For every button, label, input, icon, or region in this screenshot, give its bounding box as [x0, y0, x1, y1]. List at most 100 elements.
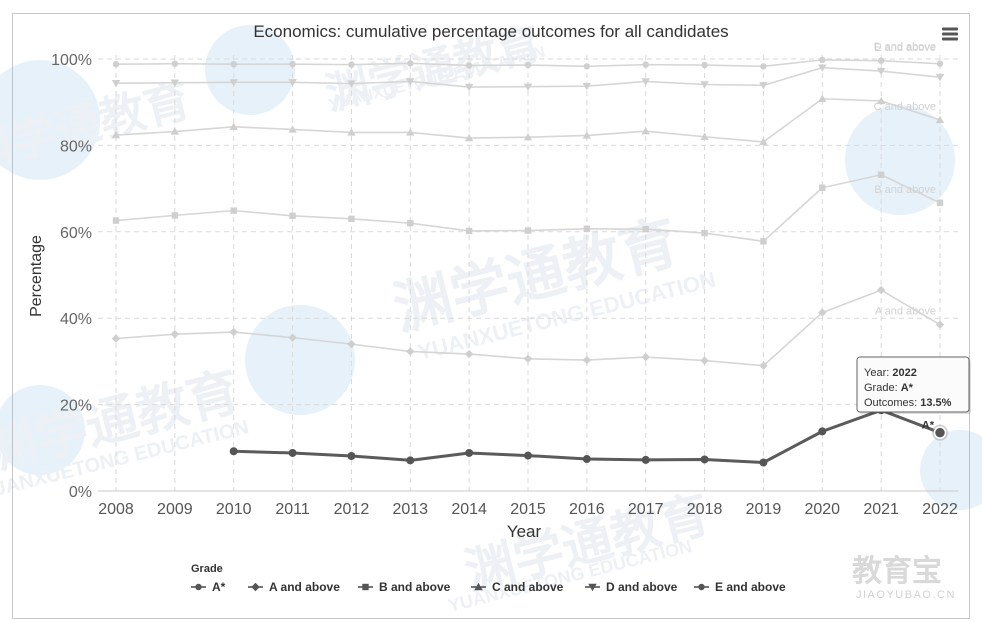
data-point [641, 455, 650, 464]
watermark-logo-blob [205, 25, 295, 115]
legend-label: D and above [606, 580, 678, 594]
data-point [935, 320, 945, 329]
data-point [523, 83, 533, 91]
x-axis-title: Year [507, 522, 542, 541]
x-tick-label: 2011 [275, 501, 310, 518]
hamburger-menu-icon[interactable] [942, 27, 958, 41]
data-point [641, 126, 650, 135]
data-point [229, 122, 238, 131]
data-point [582, 455, 591, 464]
data-point [464, 83, 474, 92]
x-tick-label: 2015 [510, 501, 546, 518]
data-point [759, 137, 768, 146]
x-tick-label: 2014 [451, 501, 487, 518]
data-point [289, 212, 296, 220]
data-point [407, 60, 414, 67]
data-point [876, 67, 886, 76]
data-point [759, 82, 768, 90]
series-a-and-above[interactable] [111, 285, 945, 370]
data-point [582, 131, 592, 139]
menu-bar [942, 27, 958, 31]
tooltip-line: Outcomes: 13.5% [864, 397, 952, 409]
data-point [230, 60, 237, 68]
data-point[interactable] [933, 426, 947, 439]
tooltip-box [856, 356, 970, 413]
tooltip: Year: 2022 Grade: A* Outcomes: 13.5% [856, 356, 971, 414]
data-point [818, 64, 827, 72]
legend-item[interactable]: A and above [248, 580, 340, 594]
series-c-and-above[interactable] [111, 94, 945, 146]
data-point [524, 451, 532, 460]
data-point [464, 349, 474, 359]
tooltip-outcome-label: Outcomes: [864, 397, 920, 409]
x-tick-label: 2008 [98, 501, 134, 518]
data-point [818, 427, 827, 436]
data-point [582, 83, 592, 91]
data-point [523, 354, 533, 364]
series-end-label: B and above [874, 184, 936, 196]
data-point [111, 79, 121, 88]
data-point [700, 455, 709, 464]
x-tick-label: 2022 [922, 501, 958, 518]
series-b-and-above[interactable] [112, 171, 944, 245]
chart-frame [12, 13, 970, 619]
y-tick-label: 100% [51, 52, 92, 69]
tooltip-year-value: 2022 [892, 367, 916, 379]
series-end-label: A* [922, 420, 935, 432]
data-point [524, 227, 532, 234]
data-point [877, 57, 885, 64]
y-tick-label: 40% [60, 311, 92, 328]
legend-item[interactable]: B and above [358, 580, 451, 594]
watermark-logo-blob [0, 385, 85, 475]
legend-swatch-marker [698, 583, 705, 591]
data-point [347, 339, 356, 349]
legend-item[interactable]: D and above [585, 580, 678, 594]
data-point [170, 329, 180, 339]
data-point [582, 355, 592, 365]
data-point [288, 79, 297, 87]
data-point [760, 63, 767, 70]
legend-label: C and above [492, 580, 564, 594]
corner-logo-cn: 教育宝 [852, 554, 942, 588]
tooltip-outcome-value: 13.5% [920, 397, 951, 409]
legend-item[interactable]: E and above [694, 580, 786, 594]
data-point [936, 60, 944, 67]
data-point [406, 78, 415, 86]
series-end-label: C and above [874, 101, 936, 113]
data-point [407, 219, 414, 227]
legend-swatch-marker [195, 583, 202, 591]
data-point [347, 128, 356, 136]
legend-item[interactable]: C and above [471, 580, 564, 594]
y-tick-label: 0% [69, 484, 92, 501]
data-point [641, 352, 650, 362]
data-point [641, 78, 650, 86]
data-point [700, 356, 709, 365]
legend-item[interactable]: A* [191, 580, 226, 594]
data-point [877, 171, 885, 178]
watermark-logo-blob [920, 430, 982, 510]
series-e-and-above[interactable] [112, 56, 944, 70]
data-point [465, 227, 473, 235]
data-point [348, 61, 355, 68]
data-point [171, 60, 179, 67]
series-d-and-above[interactable] [111, 64, 945, 92]
data-point [347, 80, 356, 88]
data-point [112, 60, 120, 68]
data-point [229, 79, 238, 87]
data-point [760, 238, 767, 245]
corner-logo-en: JIAOYUBAO.CN [856, 589, 956, 601]
data-point [642, 226, 649, 233]
chart-title: Economics: cumulative percentage outcome… [253, 22, 728, 41]
data-point [111, 334, 121, 343]
x-tick-label: 2013 [392, 501, 428, 518]
data-point [642, 61, 649, 68]
series-a-[interactable] [229, 406, 948, 467]
x-tick-label: 2010 [216, 501, 252, 518]
data-point [818, 94, 827, 102]
data-point [819, 184, 826, 191]
legend-label: A and above [269, 580, 340, 594]
tooltip-grade-label: Grade: [864, 382, 901, 394]
y-tick-label: 80% [60, 138, 92, 155]
